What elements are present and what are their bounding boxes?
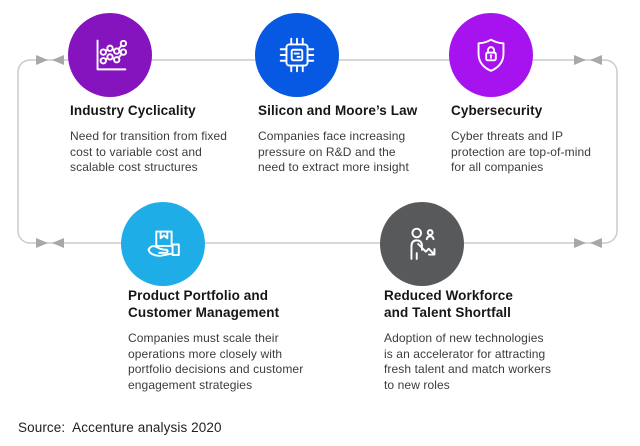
loop-line <box>17 59 618 244</box>
item-title: Silicon and Moore’s Law <box>258 103 418 118</box>
reduced-workforce-block: Reduced Workforce and Talent Shortfall A… <box>384 287 599 393</box>
workforce-arrow-icon <box>410 227 436 260</box>
industry-cyclicality-block: Industry Cyclicality Need for transition… <box>70 102 260 176</box>
reduced-workforce-circle <box>380 202 464 286</box>
cybersecurity-block: Cybersecurity Cyber threats and IP prote… <box>451 102 631 176</box>
cybersecurity-circle <box>449 13 533 97</box>
shield-lock-icon <box>477 38 505 72</box>
industry-cyclicality-circle <box>68 13 152 97</box>
hand-box-icon <box>147 230 180 257</box>
converging-arrows-icon <box>36 55 602 248</box>
product-portfolio-block: Product Portfolio and Customer Managemen… <box>128 287 343 393</box>
source-note: Source: Accenture analysis 2020 <box>18 420 222 435</box>
item-description: Adoption of new technologies is an accel… <box>384 331 552 392</box>
item-title: Industry Cyclicality <box>70 103 196 118</box>
silicon-moores-law-circle <box>255 13 339 97</box>
product-portfolio-circle <box>121 202 205 286</box>
item-description: Need for transition from fixed cost to v… <box>70 129 228 174</box>
line-chart-icon <box>96 39 128 71</box>
silicon-moores-law-block: Silicon and Moore’s Law Companies face i… <box>258 102 448 176</box>
item-title: Reduced Workforce and Talent Shortfall <box>384 288 513 320</box>
microchip-icon <box>279 37 315 73</box>
item-title: Cybersecurity <box>451 103 543 118</box>
item-description: Cyber threats and IP protection are top-… <box>451 129 592 174</box>
item-description: Companies must scale their operations mo… <box>128 331 304 392</box>
item-title: Product Portfolio and Customer Managemen… <box>128 288 280 320</box>
item-description: Companies face increasing pressure on R&… <box>258 129 409 174</box>
